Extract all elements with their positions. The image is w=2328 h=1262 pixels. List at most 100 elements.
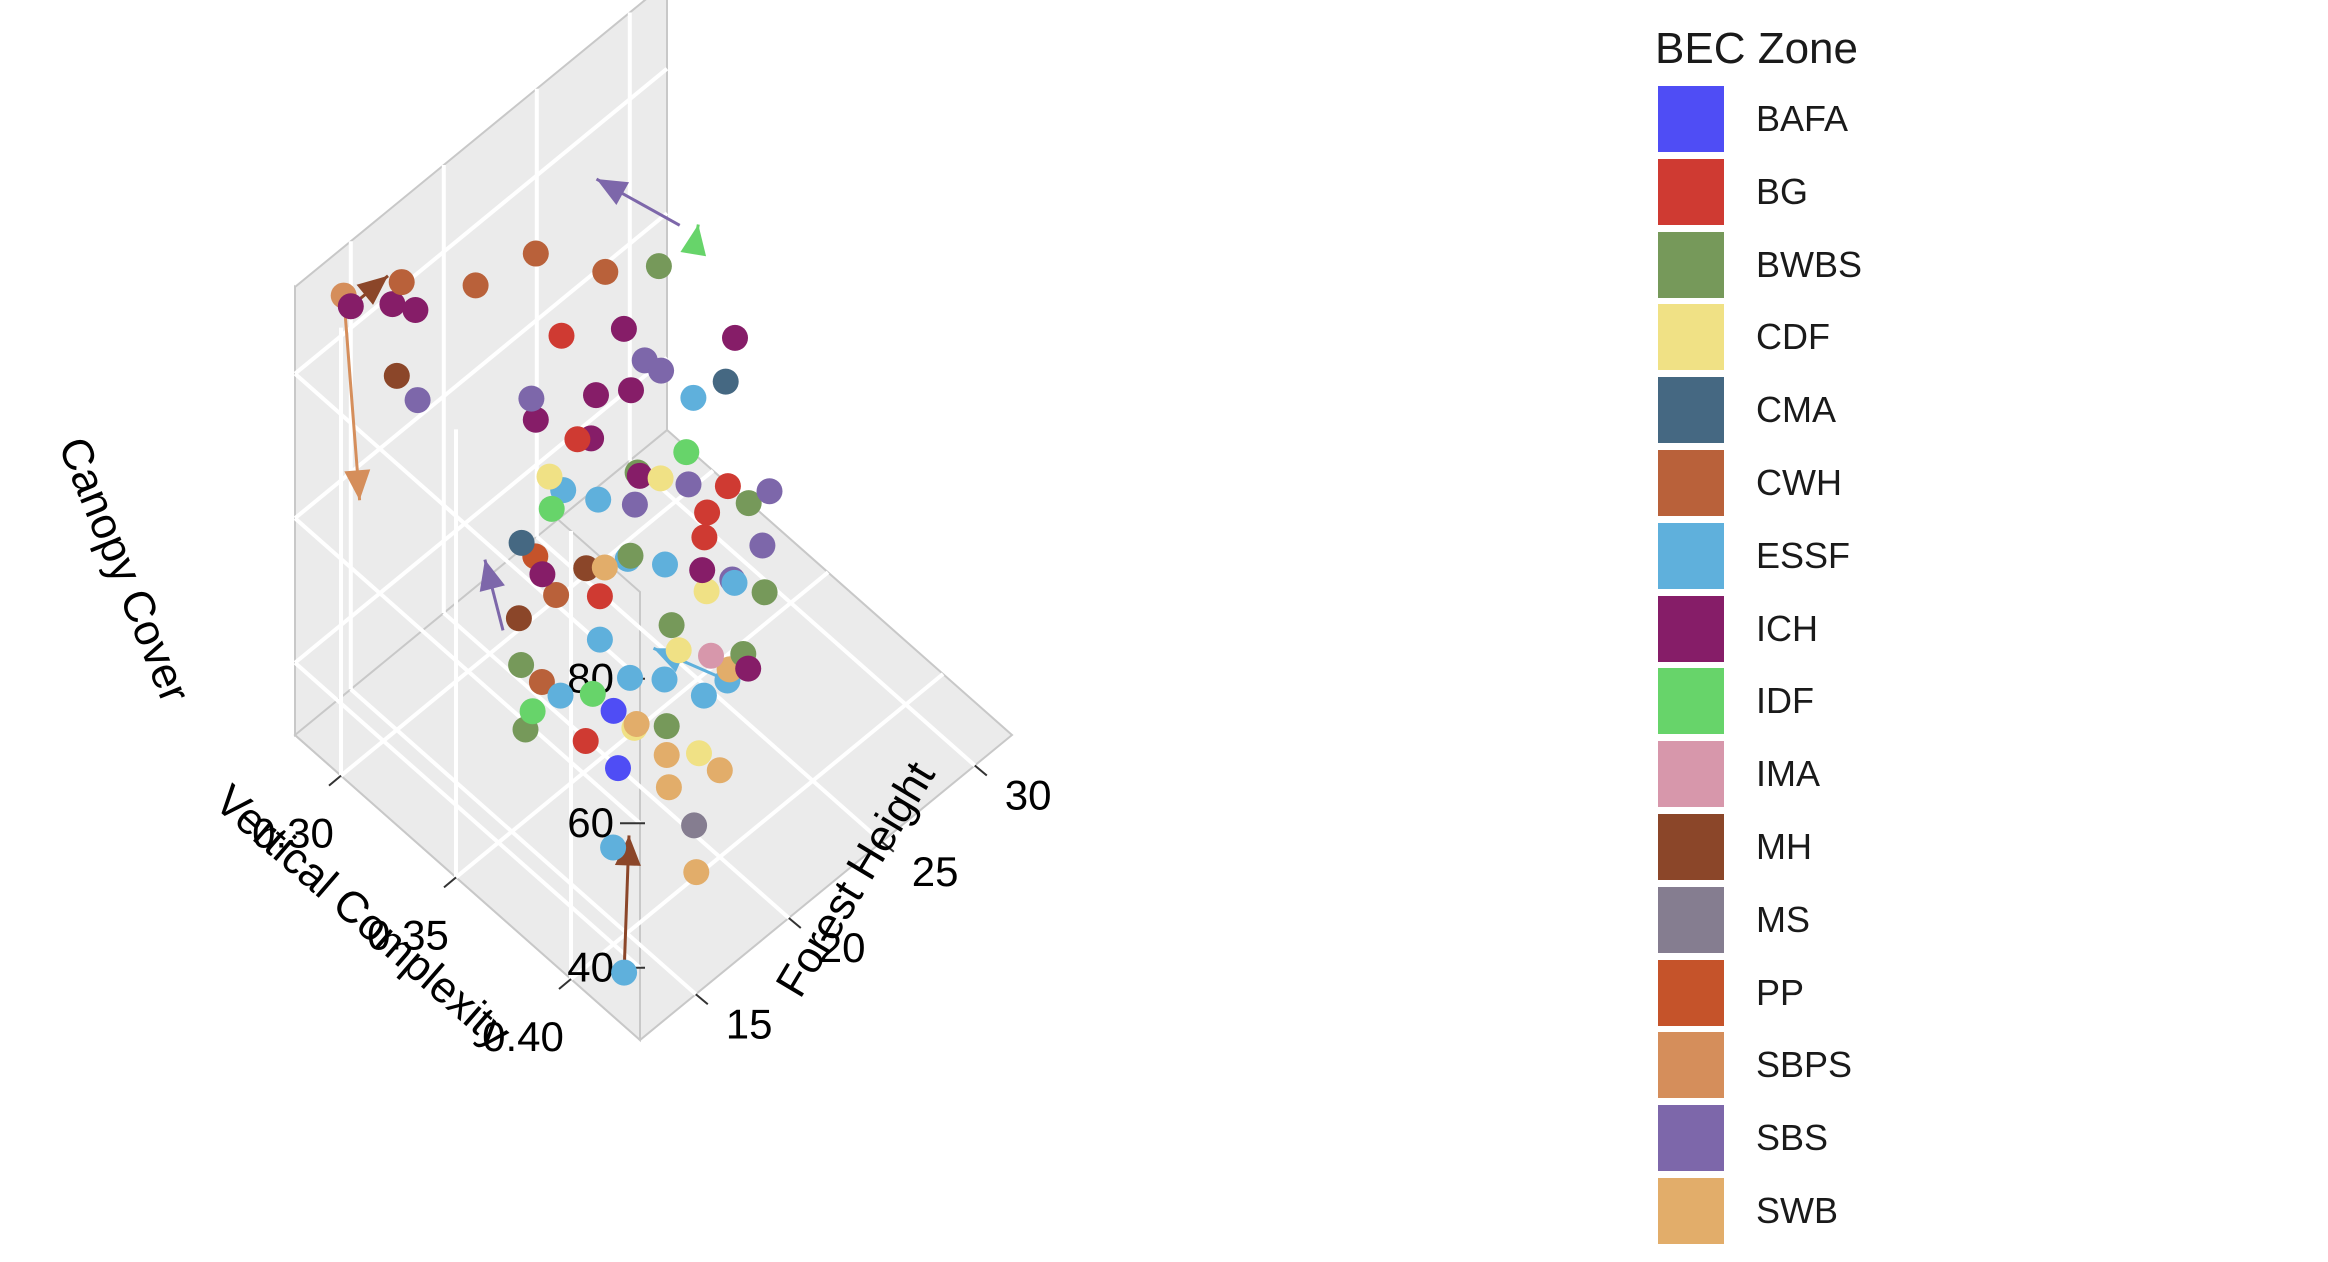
- legend-swatch: [1658, 959, 1724, 1026]
- data-point: [586, 626, 613, 653]
- data-point: [337, 293, 364, 320]
- legend-swatch: [1658, 1105, 1724, 1172]
- legend-swatch: [1658, 522, 1724, 589]
- legend-label: SBPS: [1756, 1044, 1853, 1086]
- gridline-z: [293, 516, 642, 825]
- arrow-head: [479, 559, 505, 592]
- arrow-shaft: [342, 295, 362, 501]
- data-point: [714, 473, 741, 500]
- y-tick-label: 15: [726, 1000, 773, 1047]
- legend-items: BAFA BG BWBS CDF CMA CWH ESSF ICH IDF IMA MH MS PP SB…: [1655, 82, 2255, 1247]
- data-point: [653, 742, 680, 769]
- data-point: [388, 269, 415, 296]
- legend: BEC Zone BAFA BG BWBS CDF CMA CWH ESSF ICH IDF IM…: [1655, 20, 2255, 1247]
- legend-label: ICH: [1756, 607, 1818, 649]
- data-point: [722, 324, 748, 351]
- data-point: [538, 495, 565, 522]
- legend-label: BG: [1756, 170, 1809, 212]
- data-point: [508, 651, 535, 678]
- legend-label: ESSF: [1756, 534, 1851, 576]
- z-tick-label: 40: [567, 944, 614, 991]
- arrow-layer: [342, 177, 728, 973]
- legend-swatch: [1658, 886, 1724, 953]
- legend-item: BAFA: [1655, 82, 2255, 155]
- x-tick-label: 0.35: [367, 911, 449, 958]
- arrow-head: [356, 275, 388, 305]
- legend-swatch: [1658, 1032, 1724, 1099]
- data-point: [689, 557, 716, 584]
- y-tick: [881, 840, 895, 853]
- data-point: [693, 578, 720, 605]
- gridline-y: [349, 687, 698, 996]
- arrow-head: [614, 835, 641, 866]
- legend-swatch: [1658, 1177, 1724, 1244]
- legend-title: BEC Zone: [1655, 24, 1858, 73]
- y-tick: [974, 764, 988, 777]
- data-point: [626, 462, 653, 489]
- data-point: [404, 387, 431, 414]
- x-tick-label: 0.30: [252, 810, 334, 857]
- data-point: [572, 727, 599, 754]
- data-point: [591, 554, 618, 581]
- data-point: [691, 524, 718, 551]
- data-point: [547, 682, 574, 709]
- data-point: [751, 579, 778, 606]
- data-point: [383, 362, 410, 389]
- legend-label: SWB: [1756, 1189, 1839, 1231]
- z-axis-title: Canopy Cover: [49, 430, 200, 709]
- legend-item: MS: [1655, 883, 2255, 956]
- data-point: [605, 755, 631, 782]
- legend-swatch: [1658, 304, 1724, 371]
- gridline-z: [293, 67, 669, 376]
- data-point: [680, 384, 707, 411]
- data-point: [645, 253, 672, 280]
- legend-label: SBS: [1756, 1117, 1829, 1159]
- data-point: [749, 532, 776, 559]
- legend-item: SWB: [1655, 1174, 2255, 1247]
- data-point: [735, 490, 762, 517]
- data-point: [694, 499, 721, 526]
- data-point: [655, 774, 682, 801]
- data-point: [647, 465, 674, 492]
- data-point: [618, 377, 644, 404]
- legend-swatch: [1658, 449, 1724, 516]
- data-point: [621, 491, 648, 518]
- legend-item: IMA: [1655, 737, 2255, 810]
- data-point: [686, 740, 712, 767]
- gridline-z: [293, 661, 642, 970]
- data-point: [600, 834, 627, 861]
- legend-label: CMA: [1756, 389, 1836, 431]
- point-layer: [330, 240, 783, 986]
- legend-item: ICH: [1655, 592, 2255, 665]
- legend-swatch: [1658, 377, 1724, 444]
- data-point: [712, 368, 739, 395]
- legend-label: BWBS: [1756, 243, 1863, 285]
- data-point: [735, 655, 762, 682]
- data-point: [673, 439, 700, 466]
- data-point: [564, 426, 591, 453]
- legend-label: CDF: [1756, 316, 1830, 358]
- arrow-head: [344, 469, 371, 501]
- x-tick: [558, 978, 572, 990]
- legend-swatch: [1658, 231, 1724, 298]
- data-point: [543, 582, 570, 609]
- data-point: [579, 680, 606, 707]
- data-point: [592, 258, 619, 285]
- x-tick-label: 0.40: [482, 1013, 564, 1060]
- y-tick: [788, 917, 802, 929]
- data-point: [522, 406, 549, 433]
- y-tick: [695, 993, 709, 1006]
- legend-item: BG: [1655, 155, 2255, 228]
- legend-item: ESSF: [1655, 519, 2255, 592]
- gridline-z: [293, 356, 669, 665]
- data-point: [518, 385, 545, 412]
- data-point: [623, 710, 650, 737]
- legend-swatch: [1658, 741, 1724, 808]
- data-point: [658, 612, 685, 639]
- x-tick: [443, 876, 457, 889]
- legend-item: SBS: [1655, 1101, 2255, 1174]
- data-point: [698, 642, 724, 669]
- legend-label: CWH: [1756, 461, 1842, 503]
- legend-label: BAFA: [1756, 98, 1849, 139]
